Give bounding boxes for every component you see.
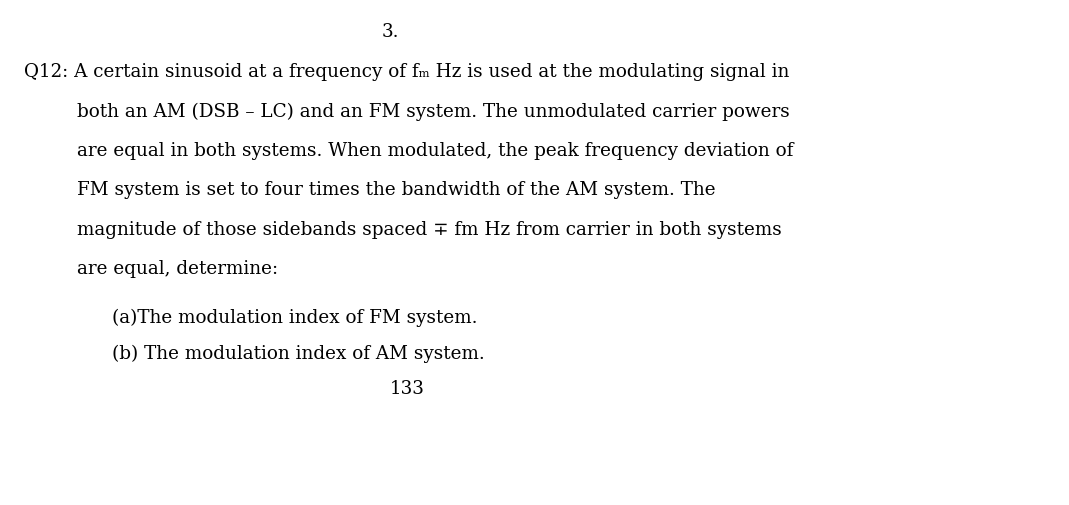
Text: FM system is set to four times the bandwidth of the AM system. The: FM system is set to four times the bandw… — [77, 181, 715, 199]
Text: (a)The modulation index of FM system.: (a)The modulation index of FM system. — [112, 309, 478, 327]
Text: Q12: A certain sinusoid at a frequency of fₘ Hz is used at the modulating signal: Q12: A certain sinusoid at a frequency o… — [24, 63, 789, 81]
Text: both an AM (DSB – LC) and an FM system. The unmodulated carrier powers: both an AM (DSB – LC) and an FM system. … — [77, 103, 790, 121]
Text: 3.: 3. — [382, 23, 399, 41]
Text: are equal, determine:: are equal, determine: — [77, 260, 278, 278]
Text: 133: 133 — [390, 380, 425, 398]
Text: magnitude of those sidebands spaced ∓ fm Hz from carrier in both systems: magnitude of those sidebands spaced ∓ fm… — [77, 221, 781, 239]
Text: are equal in both systems. When modulated, the peak frequency deviation of: are equal in both systems. When modulate… — [77, 142, 793, 160]
Text: (b) The modulation index of AM system.: (b) The modulation index of AM system. — [112, 344, 485, 363]
